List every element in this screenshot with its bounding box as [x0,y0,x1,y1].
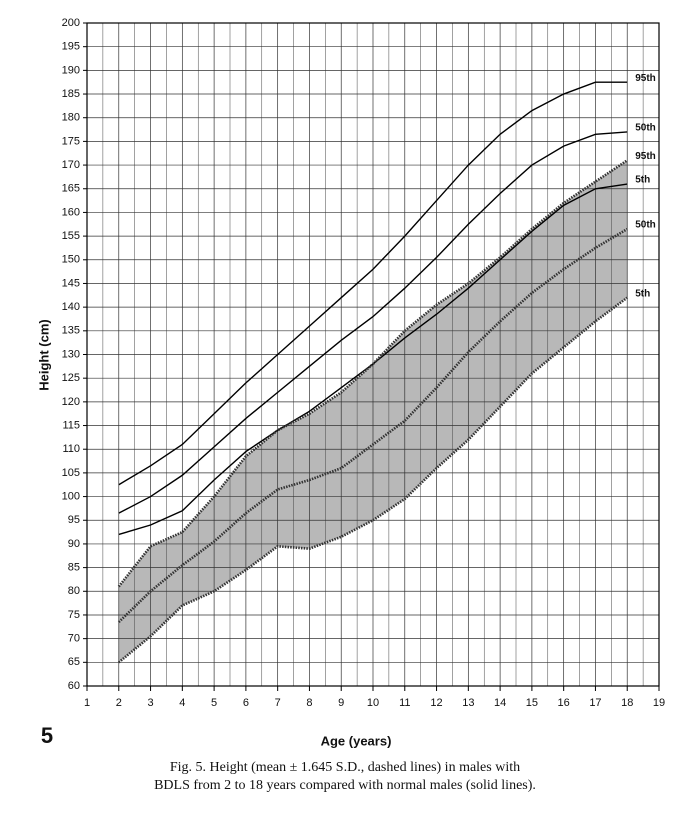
y-tick-label: 175 [62,135,80,147]
y-tick-label: 70 [68,633,80,645]
x-tick-label: 17 [589,697,601,709]
y-tick-label: 135 [62,325,80,337]
x-tick-label: 19 [653,697,665,709]
y-tick-label: 130 [62,348,80,360]
dashed-line [117,227,628,624]
y-tick-label: 200 [62,17,80,29]
series-label: 5th [635,175,650,186]
y-tick-label: 195 [62,41,80,53]
series-label: 5th [635,288,650,299]
series-label: 95th [635,73,656,84]
y-tick-label: 110 [62,443,80,455]
x-tick-label: 9 [338,697,344,709]
x-axis-label: Age (years) [321,733,392,748]
x-tick-label: 11 [399,697,410,709]
y-tick-label: 150 [62,254,80,266]
y-tick-label: 190 [62,64,80,76]
x-tick-label: 7 [275,697,281,709]
y-tick-label: 185 [62,88,80,100]
x-tick-label: 3 [147,697,153,709]
y-axis-label: Height (cm) [36,319,51,391]
series-label: 95th [635,151,656,162]
y-tick-label: 140 [62,301,80,313]
y-tick-label: 100 [62,490,80,502]
caption-line: BDLS from 2 to 18 years compared with no… [154,778,536,793]
series-label: 50th [635,123,656,134]
y-tick-label: 75 [68,609,80,621]
x-tick-label: 8 [306,697,312,709]
y-tick-label: 160 [62,206,80,218]
x-tick-label: 2 [116,697,122,709]
y-tick-label: 170 [62,159,80,171]
y-tick-label: 95 [68,514,80,526]
solid-line [118,131,628,514]
series-label: 50th [635,220,656,231]
x-tick-label: 5 [211,697,217,709]
y-tick-label: 125 [62,372,80,384]
x-tick-label: 1 [84,697,90,709]
x-tick-label: 15 [526,697,538,709]
x-tick-label: 4 [179,697,185,709]
y-tick-label: 60 [68,680,80,692]
x-tick-label: 12 [430,697,442,709]
x-tick-label: 13 [462,697,474,709]
page-number: 5 [41,723,53,748]
dashed-line [117,159,628,588]
y-tick-label: 165 [62,183,80,195]
y-tick-label: 85 [68,562,80,574]
dashed-line [117,296,628,664]
y-tick-label: 180 [62,112,80,124]
x-tick-label: 16 [558,697,570,709]
y-tick-label: 120 [62,396,80,408]
x-tick-label: 6 [243,697,249,709]
y-tick-label: 90 [68,538,80,550]
plot-frame [86,22,660,687]
y-tick-label: 145 [62,277,80,289]
y-tick-label: 115 [62,419,80,431]
y-tick-label: 65 [68,656,80,668]
y-tick-label: 155 [62,230,80,242]
solid-line [118,183,628,536]
x-tick-label: 14 [494,697,506,709]
x-tick-label: 18 [621,697,633,709]
x-tick-label: 10 [367,697,379,709]
y-tick-label: 105 [62,467,80,479]
y-tick-label: 80 [68,585,80,597]
solid-line [118,81,628,486]
caption-line: Fig. 5. Height (mean ± 1.645 S.D., dashe… [170,760,520,775]
